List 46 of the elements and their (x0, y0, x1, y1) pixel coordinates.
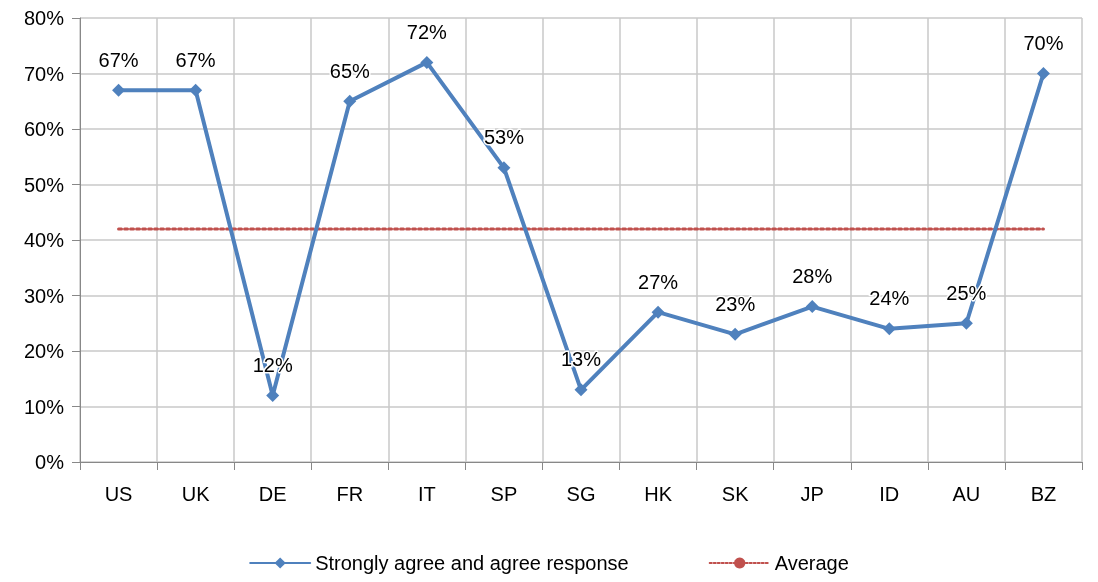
point (420, 55, 434, 69)
x-tick-label: US (104, 483, 133, 505)
data-label: 67% (98, 48, 139, 71)
y-tick-label: 80% (23, 7, 65, 29)
point (805, 300, 819, 314)
y-tick-label: 70% (23, 62, 65, 85)
data-label: 70% (1023, 32, 1064, 54)
x-tick-label: BZ (1030, 483, 1057, 505)
legend-label: Strongly agree and agree response (315, 552, 629, 574)
x-tick-label: SP (490, 483, 518, 505)
point (497, 161, 511, 175)
y-tick-label: 0% (35, 451, 65, 473)
x-tick-label: IT (417, 483, 436, 505)
point (651, 305, 665, 319)
data-label: 24% (869, 287, 910, 310)
y-tick-label: 50% (23, 173, 65, 196)
data-label: 53% (483, 126, 525, 149)
point (343, 94, 357, 108)
point (189, 83, 203, 97)
legend-label: Average (774, 552, 849, 574)
data-label: 67% (175, 48, 216, 71)
y-tick-label: 30% (23, 284, 65, 307)
data-label: 28% (792, 265, 833, 288)
x-tick-label: FR (336, 483, 364, 505)
data-label: 65% (329, 59, 370, 82)
y-tick-label: 40% (23, 229, 65, 251)
x-tick-label: SK (721, 483, 750, 505)
x-tick-label: JP (800, 483, 824, 505)
x-tick-label: HK (644, 483, 673, 505)
y-tick-label: 10% (23, 395, 65, 418)
x-tick-label: SG (566, 483, 596, 505)
data-label: 72% (406, 20, 448, 43)
point (728, 327, 742, 341)
point (112, 83, 126, 97)
y-tick-label: 20% (23, 340, 65, 362)
data-label: 27% (638, 270, 679, 293)
x-tick-label: ID (879, 483, 900, 505)
point (959, 316, 973, 330)
x-tick-label: UK (181, 483, 211, 505)
data-label: 23% (715, 292, 756, 315)
point (882, 322, 896, 336)
x-tick-label: DE (258, 483, 287, 505)
y-tick-label: 60% (23, 118, 65, 140)
point (1036, 67, 1050, 80)
point (574, 383, 588, 397)
x-tick-label: AU (952, 483, 981, 505)
